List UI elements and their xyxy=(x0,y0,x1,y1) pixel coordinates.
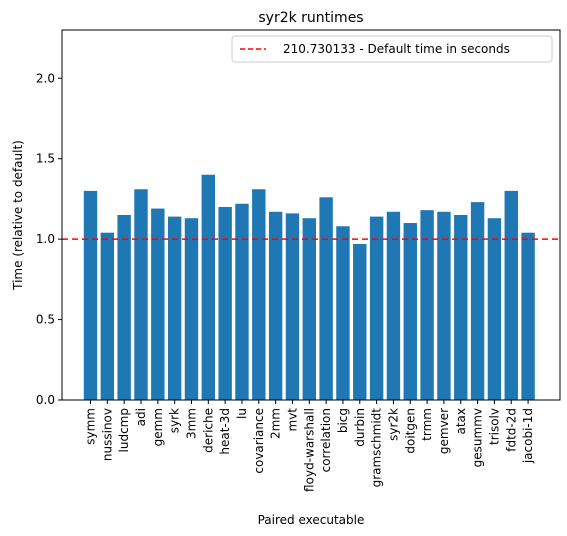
legend-box xyxy=(231,35,553,63)
bar-fdtd-2d xyxy=(504,190,518,400)
x-tick-label: atax xyxy=(454,408,468,435)
bar-2mm xyxy=(268,211,283,400)
bar-jacobi-1d xyxy=(521,232,535,400)
x-tick-label: fdtd-2d xyxy=(504,408,518,452)
bar-ludcmp xyxy=(117,215,131,400)
legend-label: 210.730133 - Default time in seconds xyxy=(283,42,510,56)
chart-title: syr2k runtimes xyxy=(258,10,363,26)
x-axis-label: Paired executable xyxy=(258,513,365,527)
x-tick-label: gemver xyxy=(437,408,451,454)
x-tick-label: gramschmidt xyxy=(370,408,384,488)
bar-doitgen xyxy=(403,223,417,400)
x-axis: symm nussinov ludcmp adi gemm syrk 3mm deriche h… xyxy=(84,400,535,492)
y-tick-label: 1.5 xyxy=(36,152,55,166)
x-tick-label: durbin xyxy=(353,408,367,447)
x-tick-label: jacobi-1d xyxy=(521,408,535,464)
x-tick-label: syrk xyxy=(168,408,182,433)
bar-syrk xyxy=(167,216,182,400)
x-tick-label: trmm xyxy=(420,408,434,441)
bar-syr2k xyxy=(386,211,401,400)
x-tick-label: covariance xyxy=(252,408,266,474)
bar-deriche xyxy=(201,174,216,400)
x-tick-label: correlation xyxy=(319,408,333,472)
bar-gemm xyxy=(151,208,165,400)
bars-group xyxy=(83,174,535,400)
x-tick-label: 3mm xyxy=(184,408,198,439)
bar-symm xyxy=(83,190,98,400)
x-tick-label: gesummv xyxy=(471,408,485,467)
bar-correlation xyxy=(319,197,333,400)
y-tick-label: 0.0 xyxy=(36,393,55,407)
x-tick-label: ludcmp xyxy=(117,408,131,452)
bar-trisolv xyxy=(487,218,502,400)
x-tick-label: 2mm xyxy=(269,408,283,439)
x-tick-label: syr2k xyxy=(386,408,400,441)
bar-gramschmidt xyxy=(369,216,384,400)
bar-heat-3d xyxy=(218,206,232,400)
bar-adi xyxy=(134,189,148,400)
bar-atax xyxy=(454,215,468,400)
x-tick-label: trisolv xyxy=(487,408,501,445)
bar-nussinov xyxy=(100,232,115,400)
bar-durbin xyxy=(353,243,367,400)
y-axis: 0.0 0.5 1.0 1.5 2.0 xyxy=(36,71,62,407)
x-tick-label: heat-3d xyxy=(218,408,232,455)
bar-mvt xyxy=(285,213,300,400)
x-tick-label: bicg xyxy=(336,408,350,433)
bar-lu xyxy=(235,203,249,400)
bar-gemver xyxy=(437,211,451,400)
x-tick-label: lu xyxy=(235,408,249,419)
x-tick-label: nussinov xyxy=(100,408,114,461)
bar-bicg xyxy=(336,226,350,400)
x-tick-label: mvt xyxy=(285,408,299,432)
x-tick-label: deriche xyxy=(201,408,215,453)
x-tick-label: adi xyxy=(134,408,148,426)
bar-floyd-warshall xyxy=(302,218,316,400)
bar-covariance xyxy=(252,189,266,400)
y-axis-label: Time (relative to default) xyxy=(11,140,25,291)
bar-gesummv xyxy=(470,202,485,400)
bar-3mm xyxy=(184,218,199,400)
y-tick-label: 2.0 xyxy=(36,71,55,85)
x-tick-label: gemm xyxy=(151,408,165,446)
y-tick-label: 1.0 xyxy=(36,232,55,246)
x-tick-label: floyd-warshall xyxy=(302,408,316,492)
plot-frame xyxy=(61,29,561,401)
bar-trmm xyxy=(420,210,434,400)
legend: 210.730133 - Default time in seconds xyxy=(231,35,553,63)
x-tick-label: symm xyxy=(84,408,98,445)
x-tick-label: doitgen xyxy=(403,408,417,454)
y-tick-label: 0.5 xyxy=(36,313,55,327)
